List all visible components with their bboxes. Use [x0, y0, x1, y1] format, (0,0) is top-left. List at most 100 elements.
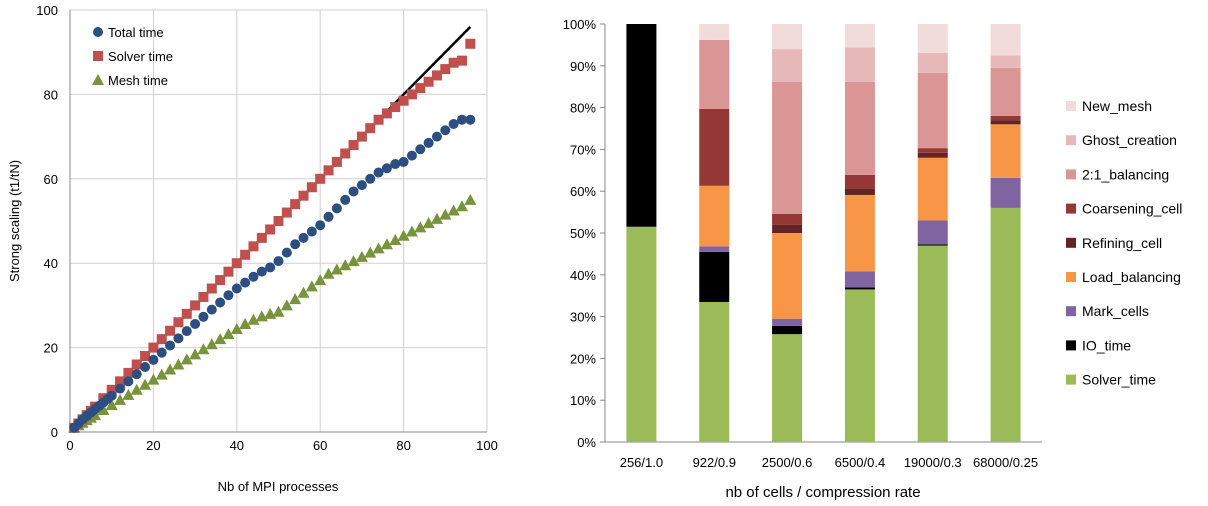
data-point [315, 173, 326, 184]
data-point [106, 384, 117, 395]
legend-swatch [1066, 237, 1076, 248]
legend-swatch [1066, 169, 1076, 180]
bar-segment-io_time [772, 325, 803, 335]
bar-stack [990, 24, 1021, 442]
data-point [239, 317, 252, 329]
y-tick-label: 30% [570, 310, 596, 325]
x-tick-label: 2500/0.6 [762, 455, 813, 470]
data-point [455, 200, 468, 212]
y-tick-label: 60% [570, 184, 596, 199]
data-point [430, 212, 443, 224]
data-point [456, 114, 467, 125]
data-point [156, 334, 167, 345]
data-point [290, 239, 301, 250]
data-point [190, 300, 201, 311]
x-tick-label: 60 [313, 438, 327, 453]
data-point [206, 304, 217, 315]
x-axis-label: nb of cells / compression rate [725, 484, 920, 501]
x-tick-label: 19000/0.3 [904, 455, 962, 470]
data-point [415, 144, 426, 155]
data-point [248, 271, 259, 282]
bar-segment-load_balancing [772, 233, 803, 319]
legend-swatch [1066, 101, 1076, 111]
data-point [448, 57, 459, 68]
data-point [440, 125, 451, 136]
data-point [122, 388, 135, 400]
legend-marker [93, 27, 103, 37]
bar-segment-new_mesh [990, 24, 1021, 56]
data-point [448, 118, 459, 129]
data-point [305, 280, 318, 292]
series-total-time [69, 114, 476, 433]
bar-segment-mark_cells [699, 246, 730, 252]
data-point [406, 150, 417, 161]
data-point [165, 340, 176, 351]
strong-scaling-chart: 0 20 40 60 80 100 0 20 40 60 80 100 Total time Solve… [7, 3, 498, 494]
legend-label: Coarsening_cell [1082, 201, 1182, 217]
bar-stack [844, 24, 875, 442]
bar-segment-mark_cells [917, 220, 948, 245]
bar-segment-ghost_creation [772, 49, 803, 82]
x-tick-label: 20 [146, 438, 160, 453]
bar-segment-2:1_balancing [917, 72, 948, 149]
bar-segment-load_balancing [699, 185, 730, 247]
data-point [381, 108, 392, 119]
data-point [214, 333, 227, 345]
data-point [256, 266, 267, 277]
y-tick-label: 90% [570, 59, 596, 74]
data-point [365, 123, 376, 134]
data-point [356, 180, 367, 191]
bar-segment-refining_cell [844, 188, 875, 195]
bar-segment-new_mesh [844, 24, 875, 48]
data-point [230, 323, 243, 335]
x-tick-label: 0 [66, 438, 73, 453]
data-point [148, 354, 159, 365]
legend-swatch [1066, 340, 1076, 351]
bar-segment-new_mesh [772, 24, 803, 50]
bar-segment-new_mesh [917, 24, 948, 53]
bar-stack [626, 24, 657, 442]
data-point [265, 224, 276, 235]
data-point [380, 238, 393, 250]
data-point [364, 246, 377, 258]
data-point [114, 393, 127, 405]
tick-labels: 0 20 40 60 80 100 0 20 40 60 80 100 [36, 3, 498, 453]
data-point [272, 305, 285, 317]
legend-label: IO_time [1082, 337, 1131, 353]
series-layer [68, 26, 477, 433]
y-tick-label: 40 [44, 256, 58, 271]
data-point [164, 363, 177, 375]
axes [600, 23, 1042, 443]
bar-segment-solver_time [626, 226, 657, 442]
bar-segment-solver_time [844, 289, 875, 442]
data-point [339, 259, 352, 271]
legend-swatch [1066, 272, 1076, 282]
bar-segment-ghost_creation [917, 52, 948, 73]
data-point [273, 216, 284, 226]
data-point [222, 328, 235, 340]
axes [69, 10, 487, 433]
grid [70, 9, 488, 432]
data-point [123, 376, 134, 387]
y-tick-label: 80 [44, 87, 58, 102]
bar-stack [917, 24, 948, 442]
data-point [447, 204, 460, 216]
bar-segment-coarsening_cell [772, 213, 803, 225]
y-tick-label: 100 [36, 3, 58, 18]
legend-swatch [1066, 306, 1076, 317]
data-point [323, 165, 334, 176]
bar-segment-2:1_balancing [990, 67, 1021, 116]
data-point [156, 347, 167, 358]
data-point [140, 362, 151, 373]
data-point [97, 404, 110, 416]
bar-segment-load_balancing [917, 157, 948, 221]
data-point [381, 163, 392, 174]
data-point [298, 190, 309, 201]
bar-segment-mark_cells [844, 271, 875, 288]
data-point [406, 89, 417, 100]
data-point [105, 398, 118, 410]
data-point [348, 140, 359, 151]
data-point [322, 267, 335, 279]
data-point [181, 308, 192, 319]
